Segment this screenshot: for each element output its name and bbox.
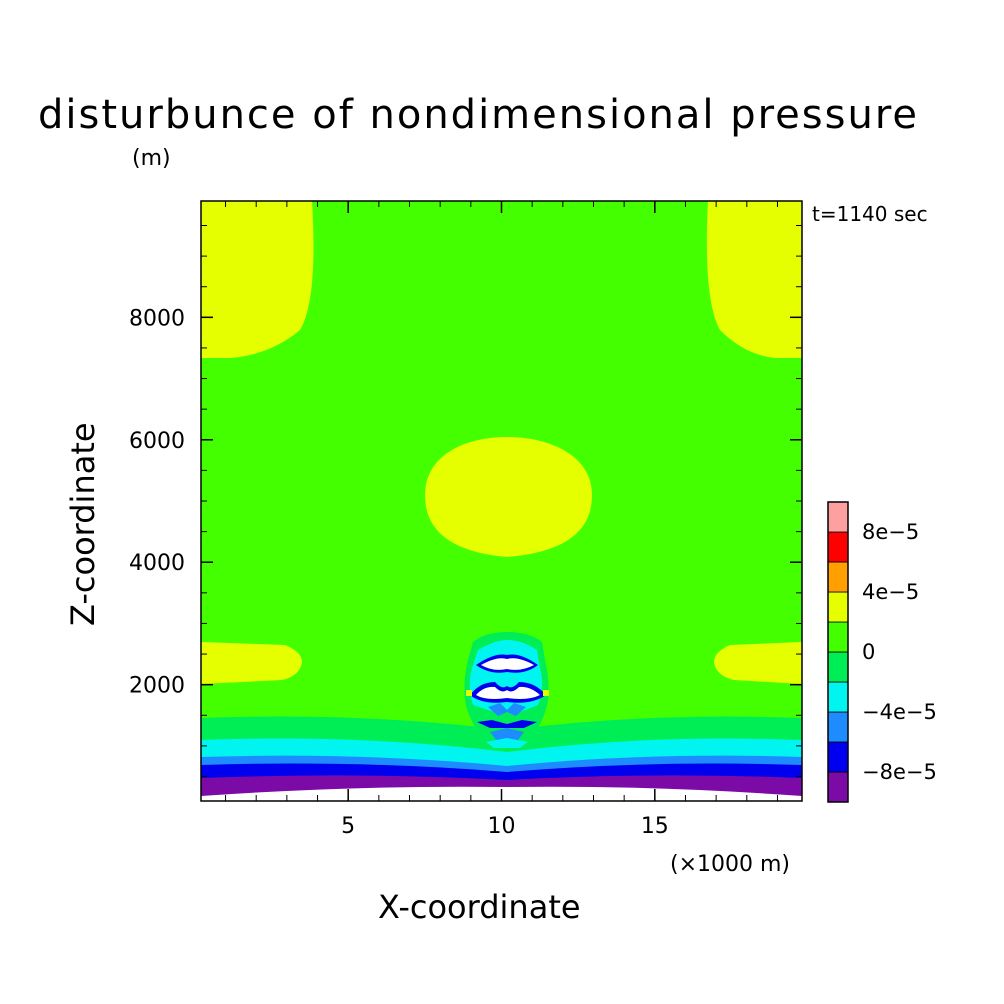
time-label: t=1140 sec (812, 202, 928, 226)
disturbance-white-upper (481, 658, 534, 670)
colorbar-tick-label: 8e−5 (862, 520, 919, 544)
colorbar-tick-label: 0 (862, 640, 875, 664)
x-tick-label: 15 (641, 814, 669, 839)
colorbar-tick-label: 4e−5 (862, 580, 919, 604)
colorbar: −8e−5 −4e−5 0 4e−5 8e−5 (827, 501, 937, 803)
disturbance-cyan-low (486, 738, 528, 748)
central-disturbance (464, 632, 549, 752)
region-positive-low-right (714, 642, 802, 684)
y-tick-label: 2000 (129, 674, 185, 699)
colorbar-tick-label: −8e−5 (862, 760, 937, 784)
x-tick-label: 10 (488, 814, 516, 839)
x-axis-label: X-coordinate (378, 888, 581, 926)
colorbar-frame (827, 501, 849, 803)
y-tick-label: 8000 (129, 306, 185, 331)
colorbar-level (827, 651, 849, 683)
y-tick-label: 4000 (129, 551, 185, 576)
disturbance-dark-band (477, 720, 537, 728)
colorbar-level (827, 531, 849, 563)
region-positive-upper-right (706, 201, 802, 358)
disturbance-yellow-left (466, 690, 472, 696)
colorbar-level (827, 561, 849, 593)
region-positive-center (425, 437, 592, 557)
colorbar-level (827, 711, 849, 743)
disturbance-white-lower (476, 686, 540, 699)
colorbar-level (827, 741, 849, 773)
x-axis-unit: (×1000 m) (670, 852, 791, 877)
y-axis-unit: (m) (132, 146, 171, 171)
disturbance-blue-mid (488, 703, 526, 716)
region-positive-low-left (201, 642, 302, 684)
y-tick-label: 6000 (129, 429, 185, 454)
disturbance-blue-low (490, 728, 524, 740)
contour-field (201, 201, 802, 801)
region-positive-upper-left (201, 201, 314, 358)
y-axis-label: Z-coordinate (64, 422, 102, 626)
disturbance-yellow-right (543, 690, 549, 696)
colorbar-level (827, 771, 849, 803)
colorbar-tick-label: −4e−5 (862, 700, 937, 724)
colorbar-level (827, 621, 849, 653)
colorbar-level (827, 591, 849, 623)
colorbar-level (827, 681, 849, 713)
colorbar-level (827, 501, 849, 533)
chart-title: disturbunce of nondimensional pressure (38, 92, 919, 138)
x-tick-label: 5 (341, 814, 355, 839)
axis-ticks: 5 10 15 2000 4000 6000 8000 (129, 201, 802, 839)
